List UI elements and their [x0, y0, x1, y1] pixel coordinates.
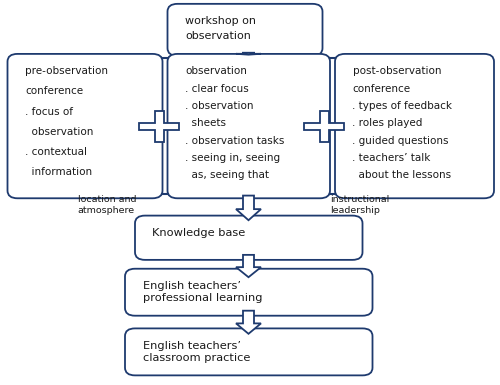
Text: about the lessons: about the lessons — [352, 170, 452, 180]
Text: as, seeing that: as, seeing that — [185, 170, 269, 180]
Text: . roles played: . roles played — [352, 118, 423, 128]
Text: post-observation: post-observation — [352, 66, 441, 76]
Polygon shape — [139, 111, 179, 142]
Text: sheets: sheets — [185, 118, 226, 128]
Text: workshop on: workshop on — [185, 16, 256, 26]
Text: observation: observation — [25, 127, 94, 137]
Bar — [12, 58, 490, 194]
FancyBboxPatch shape — [168, 54, 330, 198]
Text: pre-observation: pre-observation — [25, 66, 108, 76]
Text: . guided questions: . guided questions — [352, 136, 449, 146]
Text: professional learning: professional learning — [142, 293, 262, 303]
Polygon shape — [304, 111, 344, 142]
Text: conference: conference — [25, 86, 83, 96]
Text: conference: conference — [352, 84, 410, 94]
Text: information: information — [25, 167, 92, 177]
Text: . types of feedback: . types of feedback — [352, 101, 452, 111]
Polygon shape — [236, 311, 261, 334]
Text: . observation tasks: . observation tasks — [185, 136, 284, 146]
FancyBboxPatch shape — [135, 216, 362, 260]
Text: . teachers’ talk: . teachers’ talk — [352, 153, 431, 163]
FancyBboxPatch shape — [125, 269, 372, 316]
Text: . observation: . observation — [185, 101, 254, 111]
Text: . clear focus: . clear focus — [185, 84, 249, 94]
Text: . seeing in, seeing: . seeing in, seeing — [185, 153, 280, 163]
Polygon shape — [236, 196, 261, 220]
Polygon shape — [236, 53, 261, 55]
FancyBboxPatch shape — [8, 54, 162, 198]
Text: English teachers’: English teachers’ — [142, 341, 240, 351]
Text: observation: observation — [185, 31, 251, 40]
FancyBboxPatch shape — [335, 54, 494, 198]
Text: . contextual: . contextual — [25, 147, 87, 157]
Text: location and
atmosphere: location and atmosphere — [78, 195, 136, 214]
Text: English teachers’: English teachers’ — [142, 281, 240, 291]
Text: observation: observation — [185, 66, 247, 76]
FancyBboxPatch shape — [125, 328, 372, 375]
Text: . focus of: . focus of — [25, 107, 73, 117]
Polygon shape — [236, 255, 261, 277]
FancyBboxPatch shape — [168, 4, 322, 56]
Text: Knowledge base: Knowledge base — [152, 228, 246, 238]
Text: classroom practice: classroom practice — [142, 353, 250, 363]
Text: instructional
leadership: instructional leadership — [330, 195, 389, 214]
